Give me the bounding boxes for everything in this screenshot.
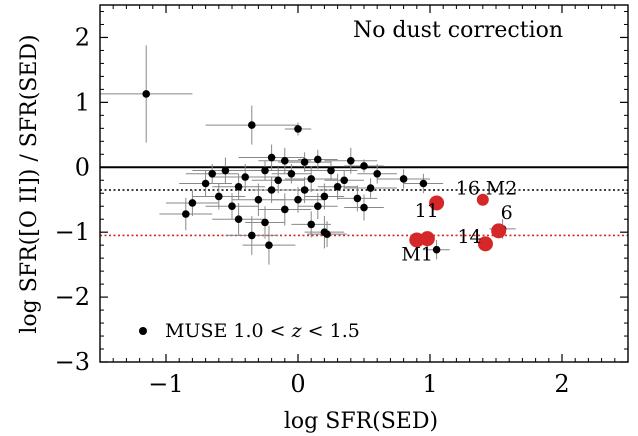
point-label: M2 (486, 178, 518, 200)
data-point (399, 175, 408, 183)
data-point (208, 169, 216, 178)
data-point (307, 175, 316, 183)
data-point (234, 215, 243, 223)
x-tick-label: 1 (422, 370, 437, 398)
y-tick-label: −1 (55, 218, 90, 246)
data-point (323, 230, 331, 238)
point-label: 16 (456, 178, 480, 200)
data-point (360, 162, 368, 170)
data-point (307, 220, 316, 229)
data-point (366, 184, 375, 192)
y-tick-label: 0 (75, 153, 90, 181)
highlight-point (477, 236, 493, 252)
y-axis-label: log SFR([O II]) / SFR(SED) (17, 34, 42, 333)
data-point (287, 169, 296, 178)
data-point (281, 205, 289, 214)
data-point (281, 156, 289, 165)
x-tick-label: 0 (290, 370, 305, 398)
data-point (314, 202, 322, 211)
data-point (294, 125, 302, 133)
point-label: M1 (401, 244, 433, 266)
highlight-point (476, 193, 489, 206)
y-tick-label: −2 (55, 283, 90, 311)
data-point (333, 182, 342, 191)
data-point (221, 166, 230, 175)
plot-area: 11 16 M26 14 M1 −1 0 1 2 −3 −2 −1 0 1 2 MUSE 1.0 < z < … (55, 4, 629, 398)
data-point (300, 186, 309, 194)
data-point (267, 186, 276, 194)
data-point (340, 176, 349, 185)
data-point (261, 218, 269, 227)
data-point (274, 176, 283, 185)
data-point (228, 202, 236, 211)
data-point (188, 199, 197, 207)
data-point (353, 194, 362, 203)
x-axis-label: log SFR(SED) (284, 409, 438, 434)
data-point (347, 156, 355, 165)
data-point (215, 192, 223, 201)
data-point (248, 121, 256, 129)
point-label: 14 (457, 226, 481, 248)
y-tick-label: 1 (75, 88, 90, 116)
data-point (234, 182, 243, 191)
data-point (265, 241, 273, 249)
data-point (373, 169, 382, 178)
legend-label: MUSE 1.0 < z < 1.5 (165, 320, 360, 342)
data-point (142, 90, 150, 98)
highlight-point (491, 223, 507, 239)
data-point (248, 231, 256, 240)
data-point (254, 195, 263, 204)
data-point (314, 155, 322, 164)
x-tick-label: −1 (148, 370, 183, 398)
x-tick-label: 2 (554, 370, 569, 398)
point-label: 6 (501, 202, 513, 224)
data-point (360, 203, 368, 212)
data-point (201, 179, 210, 188)
data-point (327, 166, 335, 175)
highlight-point (409, 232, 425, 248)
highlight-point (429, 195, 445, 211)
y-tick-label: 2 (75, 23, 90, 51)
data-point (267, 153, 276, 162)
data-point (432, 245, 441, 254)
data-point (261, 166, 269, 175)
data-point (241, 173, 249, 181)
data-point (320, 192, 329, 201)
data-point (419, 179, 428, 188)
annotation-no-dust-correction: No dust correction (353, 18, 563, 43)
data-point (294, 195, 302, 204)
data-point (182, 210, 190, 218)
legend-marker (139, 327, 147, 335)
point-label: 11 (415, 200, 439, 222)
data-point (300, 158, 309, 166)
y-tick-label: −3 (55, 348, 90, 376)
